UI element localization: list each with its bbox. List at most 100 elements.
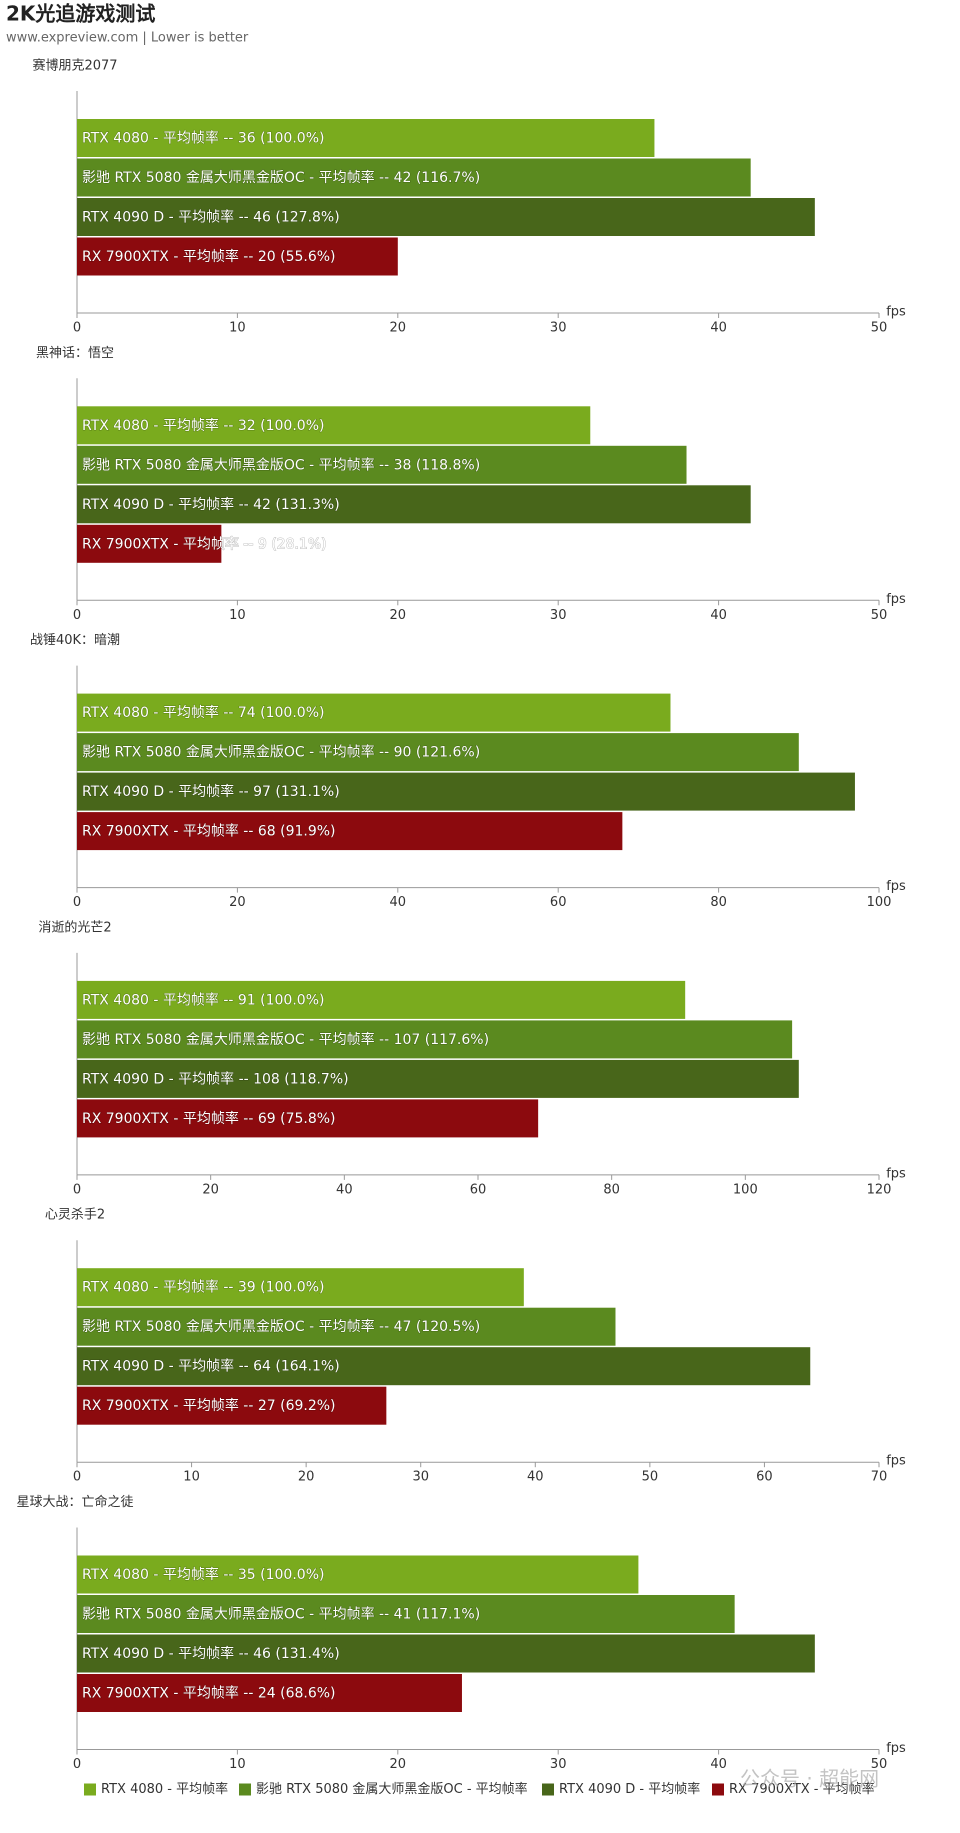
bar — [77, 524, 222, 563]
x-tick-label: 30 — [550, 1757, 567, 1772]
x-tick-label: 0 — [73, 321, 81, 336]
x-tick-label: 0 — [73, 608, 81, 623]
x-tick-label: 20 — [229, 895, 246, 910]
bar — [77, 772, 855, 811]
legend-swatch — [239, 1783, 251, 1796]
x-axis-label: fps — [886, 1741, 906, 1756]
bar — [77, 237, 398, 276]
bar — [77, 1347, 811, 1386]
bar-label: RTX 4090 D - 平均帧率 -- 46 (127.8%) — [82, 209, 340, 226]
x-tick-label: 20 — [390, 321, 407, 336]
bar-label: 影驰 RTX 5080 金属大师黑金版OC - 平均帧率 -- 90 (121.… — [82, 744, 480, 761]
chart-title: 赛博朋克2077 — [32, 58, 117, 74]
x-tick-label: 100 — [867, 895, 892, 910]
legend-swatch — [542, 1783, 554, 1796]
watermark: 公众号 · 超能网 — [740, 1767, 879, 1791]
x-tick-label: 10 — [229, 608, 246, 623]
bar-label: RTX 4080 - 平均帧率 -- 91 (100.0%) — [82, 991, 324, 1008]
x-tick-label: 80 — [710, 895, 727, 910]
bar-label: RTX 4090 D - 平均帧率 -- 42 (131.3%) — [82, 496, 340, 513]
x-tick-label: 0 — [73, 895, 81, 910]
bar — [77, 812, 623, 851]
x-tick-label: 60 — [470, 1182, 487, 1197]
x-tick-label: 60 — [756, 1470, 773, 1485]
x-tick-label: 20 — [298, 1470, 315, 1485]
x-tick-label: 50 — [871, 321, 888, 336]
bar-label: RTX 4090 D - 平均帧率 -- 46 (131.4%) — [82, 1645, 340, 1662]
bar-label: 影驰 RTX 5080 金属大师黑金版OC - 平均帧率 -- 42 (116.… — [82, 169, 480, 186]
bar — [77, 1307, 616, 1346]
bar-label: RTX 4090 D - 平均帧率 -- 64 (164.1%) — [82, 1358, 340, 1375]
bar-label: 影驰 RTX 5080 金属大师黑金版OC - 平均帧率 -- 47 (120.… — [82, 1318, 480, 1335]
chart-title: 消逝的光芒2 — [38, 919, 111, 935]
bar-label: 影驰 RTX 5080 金属大师黑金版OC - 平均帧率 -- 41 (117.… — [82, 1606, 480, 1623]
bar — [77, 1634, 815, 1673]
x-tick-label: 0 — [73, 1182, 81, 1197]
bar — [77, 485, 751, 524]
x-axis-label: fps — [886, 592, 906, 607]
bar — [77, 198, 815, 236]
x-tick-label: 60 — [550, 895, 567, 910]
x-tick-label: 50 — [871, 608, 888, 623]
x-tick-label: 20 — [202, 1182, 219, 1197]
x-tick-label: 20 — [390, 1757, 407, 1772]
x-axis-label: fps — [886, 879, 906, 894]
bar — [77, 406, 591, 445]
bar-label: RX 7900XTX - 平均帧率 -- 68 (91.9%) — [82, 823, 336, 840]
bar-label: RTX 4090 D - 平均帧率 -- 97 (131.1%) — [82, 783, 340, 800]
legend-label: 影驰 RTX 5080 金属大师黑金版OC - 平均帧率 — [256, 1781, 528, 1797]
x-tick-label: 100 — [733, 1182, 758, 1197]
x-tick-label: 40 — [710, 1757, 727, 1772]
x-tick-label: 40 — [710, 608, 727, 623]
legend-label: RTX 4090 D - 平均帧率 — [559, 1781, 700, 1797]
legend-label: RX 7900XTX - 平均帧率 — [729, 1781, 875, 1797]
legend-label: RTX 4080 - 平均帧率 — [101, 1781, 228, 1797]
chart-title: 黑神话：悟空 — [36, 346, 114, 361]
x-tick-label: 30 — [550, 321, 567, 336]
bar — [77, 1386, 387, 1425]
bar — [77, 1555, 639, 1594]
bar — [77, 1595, 735, 1633]
page-title: 2K光追游戏测试 — [6, 2, 155, 26]
x-tick-label: 120 — [867, 1182, 892, 1197]
bar — [77, 445, 687, 484]
chart-title: 战锤40K：暗潮 — [30, 633, 120, 648]
bar — [77, 1268, 524, 1307]
bar-label: RTX 4080 - 平均帧率 -- 39 (100.0%) — [82, 1279, 324, 1296]
bar-label: RX 7900XTX - 平均帧率 -- 27 (69.2%) — [82, 1397, 336, 1414]
x-tick-label: 50 — [871, 1757, 888, 1772]
x-tick-label: 70 — [871, 1470, 888, 1485]
bar — [77, 1059, 799, 1098]
x-tick-label: 40 — [336, 1182, 353, 1197]
x-tick-label: 80 — [603, 1182, 620, 1197]
x-tick-label: 40 — [390, 895, 407, 910]
chart-title: 星球大战：亡命之徒 — [16, 1494, 133, 1510]
x-tick-label: 10 — [229, 321, 246, 336]
chart-title: 心灵杀手2 — [45, 1208, 105, 1223]
x-axis-label: fps — [886, 1166, 906, 1181]
legend-swatch — [712, 1783, 724, 1796]
bar — [77, 158, 751, 197]
x-tick-label: 40 — [527, 1470, 544, 1485]
page-subtitle: www.expreview.com | Lower is better — [6, 31, 249, 46]
x-tick-label: 30 — [412, 1470, 429, 1485]
bar-label: 影驰 RTX 5080 金属大师黑金版OC - 平均帧率 -- 107 (117… — [82, 1031, 489, 1048]
bar-label: RTX 4080 - 平均帧率 -- 74 (100.0%) — [82, 704, 324, 721]
x-tick-label: 10 — [229, 1757, 246, 1772]
bar-label: 影驰 RTX 5080 金属大师黑金版OC - 平均帧率 -- 38 (118.… — [82, 456, 480, 473]
bar-label: RX 7900XTX - 平均帧率 -- 24 (68.6%) — [82, 1685, 336, 1702]
bar-label: RX 7900XTX - 平均帧率 -- 9 (28.1%) — [82, 535, 327, 552]
x-tick-label: 0 — [73, 1470, 81, 1485]
x-tick-label: 40 — [710, 321, 727, 336]
bar-label: RTX 4090 D - 平均帧率 -- 108 (118.7%) — [82, 1070, 349, 1087]
x-tick-label: 20 — [390, 608, 407, 623]
x-tick-label: 30 — [550, 608, 567, 623]
x-tick-label: 10 — [183, 1470, 200, 1485]
x-axis-label: fps — [886, 1454, 906, 1469]
bar-label: RTX 4080 - 平均帧率 -- 35 (100.0%) — [82, 1566, 324, 1583]
x-axis-label: fps — [886, 305, 906, 320]
bar — [77, 119, 655, 157]
legend-swatch — [84, 1783, 96, 1796]
